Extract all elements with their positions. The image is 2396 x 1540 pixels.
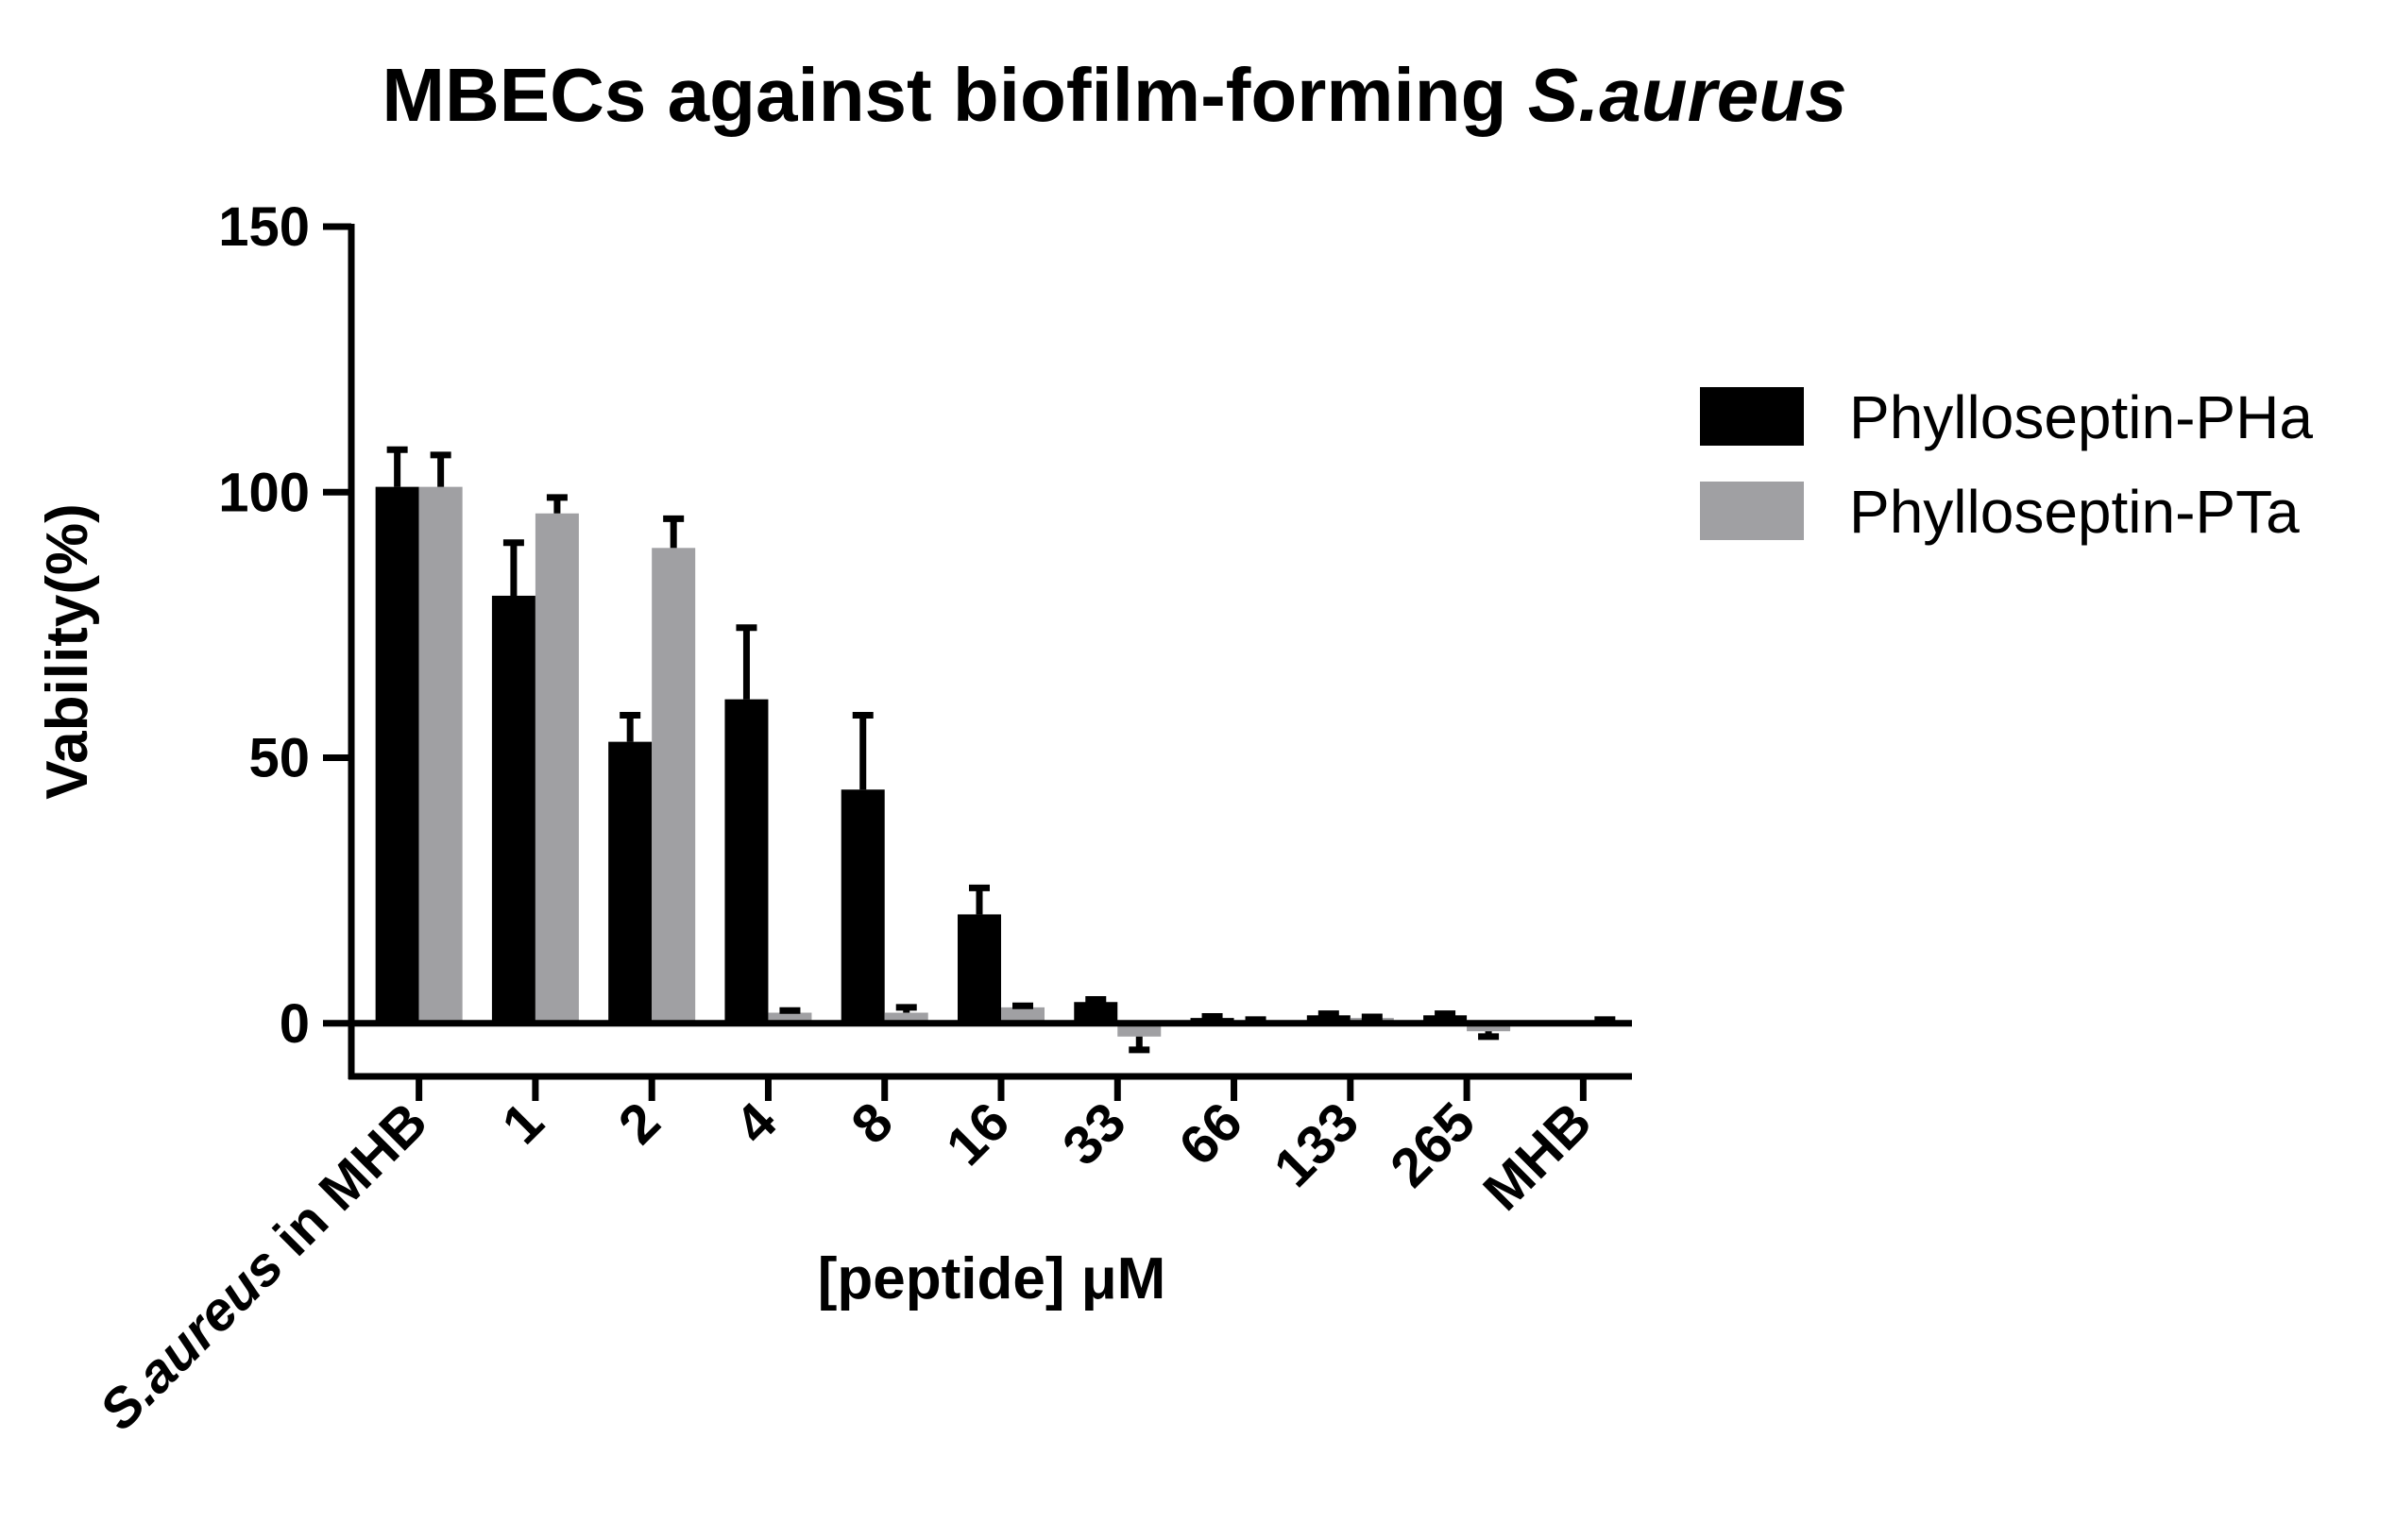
x-tick-label-8: 133 xyxy=(1263,1091,1370,1198)
legend-label-pha: Phylloseptin-PHa xyxy=(1849,383,2313,451)
legend: Phylloseptin-PHa Phylloseptin-PTa xyxy=(1700,383,2313,546)
x-tick-label-3: 4 xyxy=(723,1091,789,1156)
x-tick-label-5: 16 xyxy=(935,1091,1022,1177)
bar-pha-1 xyxy=(491,595,535,1024)
x-tick-label-6: 33 xyxy=(1051,1091,1138,1177)
y-tick-label-100: 100 xyxy=(218,462,310,523)
bar-pha-4 xyxy=(841,789,885,1024)
bar-pta-3 xyxy=(768,1012,812,1024)
bar-pha-5 xyxy=(958,914,1001,1024)
bar-pha-2 xyxy=(608,741,653,1024)
x-tick-label-7: 66 xyxy=(1167,1091,1254,1177)
bar-pha-3 xyxy=(724,699,769,1024)
bars xyxy=(375,486,1627,1037)
x-axis-label: [peptide] μM xyxy=(818,1246,1166,1312)
y-tick-label-50: 50 xyxy=(248,728,310,789)
bar-pha-8 xyxy=(1306,1015,1351,1024)
bar-pta-6 xyxy=(1117,1023,1162,1037)
y-tick-label-0: 0 xyxy=(280,993,310,1055)
legend-label-pta: Phylloseptin-PTa xyxy=(1849,478,2300,546)
legend-swatch-pha xyxy=(1700,387,1804,446)
bar-pta-4 xyxy=(884,1012,928,1024)
bar-pta-0 xyxy=(418,486,463,1024)
x-tick-label-9: 265 xyxy=(1379,1091,1487,1198)
y-tick-labels: 0 50 100 150 xyxy=(218,196,310,1055)
y-tick-label-150: 150 xyxy=(218,196,310,258)
bar-pha-6 xyxy=(1074,1002,1118,1024)
bar-pha-9 xyxy=(1423,1015,1468,1024)
chart-title: MBECs against biofilm-forming S.aureus xyxy=(382,53,1846,137)
bar-pta-2 xyxy=(652,548,696,1024)
bar-pta-1 xyxy=(535,513,579,1024)
bar-pha-0 xyxy=(375,486,419,1024)
x-tick-label-1: 1 xyxy=(490,1091,555,1156)
x-tick-label-10: MHB xyxy=(1471,1091,1603,1222)
axes xyxy=(323,223,1632,1101)
error-bars xyxy=(386,446,1616,1054)
x-tick-label-2: 2 xyxy=(607,1091,672,1156)
bar-pta-5 xyxy=(1001,1007,1045,1024)
x-tick-label-4: 8 xyxy=(840,1091,905,1156)
x-tick-label-0: S.aureus in MHB xyxy=(88,1091,439,1442)
legend-swatch-pta xyxy=(1700,482,1804,540)
bar-pta-9 xyxy=(1467,1023,1511,1032)
y-axis-label: Vability(%) xyxy=(35,503,100,800)
